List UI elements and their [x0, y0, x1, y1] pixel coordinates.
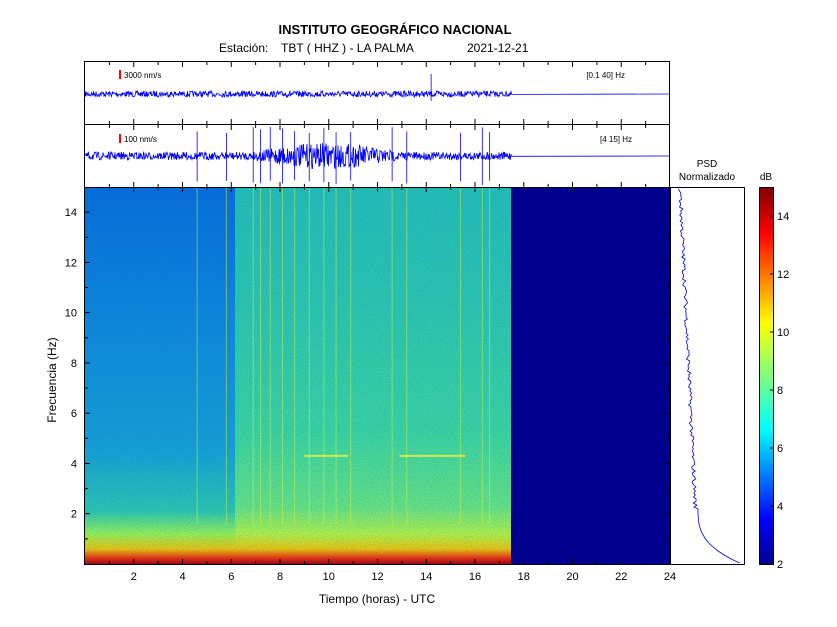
psd-title-line1: PSD	[697, 159, 718, 170]
station-name: TBT ( HHZ ) - LA PALMA	[281, 41, 414, 55]
y-tick-label: 4	[71, 458, 77, 470]
colorbar-tick-label: 10	[777, 327, 789, 339]
colorbar-unit: dB	[760, 172, 773, 183]
colorbar-tick-label: 2	[777, 559, 783, 571]
x-tick-label: 6	[228, 571, 234, 583]
colorbar-tick-label: 14	[777, 211, 789, 223]
colorbar-ticks: 2 4 6 8 10 12 14	[770, 211, 789, 571]
x-tick-label: 20	[566, 571, 578, 583]
seismogram-panel-1: 3000 nm/s [0.1 40] Hz	[84, 61, 671, 125]
x-tick-label: 10	[323, 571, 335, 583]
scale-label-2: 100 nm/s	[124, 135, 157, 144]
x-tick-label: 4	[179, 571, 185, 583]
y-tick-label: 6	[71, 408, 77, 420]
psd-curve	[678, 188, 740, 564]
psd-panel: PSD Normalizado	[670, 159, 745, 565]
seismogram-ticks-1	[108, 62, 647, 124]
x-tick-label: 18	[518, 571, 530, 583]
chart-title: INSTITUTO GEOGRÁFICO NACIONAL	[278, 22, 511, 37]
scale-marker-1	[119, 70, 121, 79]
y-tick-label: 2	[71, 509, 77, 521]
date-label: 2021-12-21	[467, 41, 529, 55]
y-tick-label: 14	[65, 207, 77, 219]
seismogram-frame-1	[84, 61, 670, 125]
seismogram-panel-2: 100 nm/s [4 15] Hz	[84, 124, 671, 188]
colorbar-tick-label: 12	[777, 269, 789, 281]
seismogram-trace-1	[84, 89, 671, 99]
colorbar-tick-label: 8	[777, 385, 783, 397]
x-tick-label: 16	[469, 571, 481, 583]
y-tick-label: 8	[71, 358, 77, 370]
colorbar: dB 2 4 6 8 10 12 14	[759, 172, 789, 571]
x-tick-label: 24	[664, 571, 676, 583]
y-tick-label: 12	[65, 257, 77, 269]
spectrogram-noise	[85, 187, 511, 564]
psd-title-line2: Normalizado	[679, 172, 736, 183]
spectrogram-empty	[511, 187, 670, 564]
spectrogram-event-lines	[196, 187, 491, 524]
x-tick-label: 12	[371, 571, 383, 583]
band-label-2: [4 15] Hz	[600, 135, 632, 144]
x-tick-label: 22	[615, 571, 627, 583]
psd-frame	[670, 187, 745, 565]
x-tick-label: 2	[131, 571, 137, 583]
y-tick-label: 10	[65, 308, 77, 320]
scale-label-1: 3000 nm/s	[124, 71, 161, 80]
colorbar-tick-label: 4	[777, 501, 783, 513]
y-axis-label: Frecuencia (Hz)	[45, 337, 59, 422]
station-label: Estación:	[219, 41, 268, 55]
band-label-1: [0.1 40] Hz	[586, 71, 625, 80]
colorbar-gradient	[759, 187, 774, 565]
seismogram-trace-2	[84, 143, 671, 170]
x-tick-label: 14	[420, 571, 432, 583]
x-tick-label: 8	[277, 571, 283, 583]
colorbar-tick-label: 6	[777, 443, 783, 455]
seismogram-ticks-2	[108, 125, 647, 187]
scale-marker-2	[119, 134, 121, 143]
x-axis-label: Tiempo (horas) - UTC	[319, 592, 436, 606]
